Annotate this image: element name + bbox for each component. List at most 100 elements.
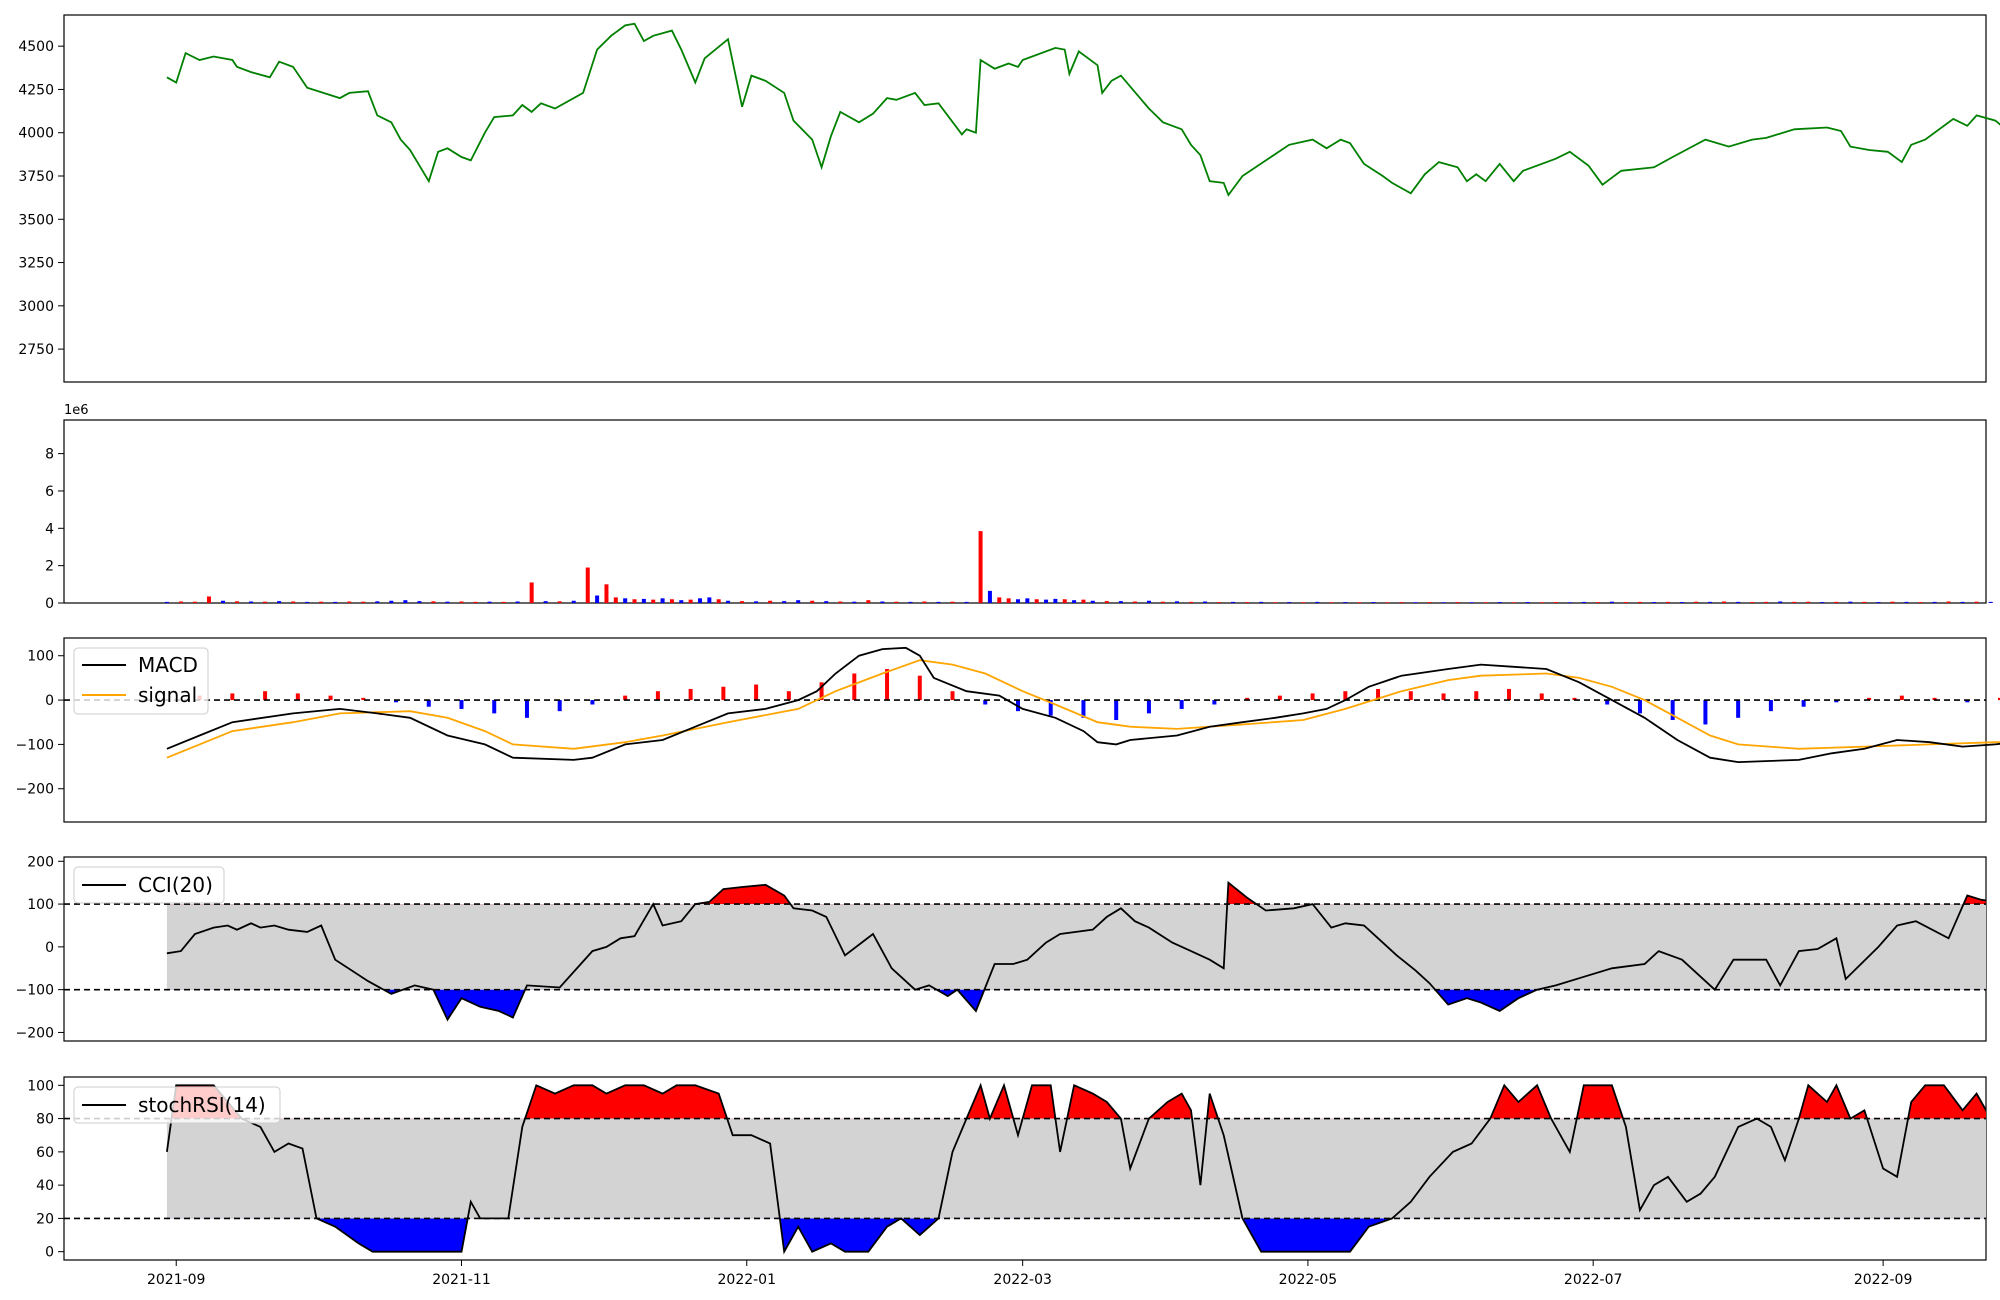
stochrsi-ytick-label: 60 [36,1145,54,1161]
volume-bar [1371,602,1376,603]
volume-bar [1072,600,1077,603]
volume-bar [1623,602,1628,603]
volume-bar [936,601,941,603]
volume-bar [866,600,871,603]
volume-bar [1483,602,1488,603]
price-ytick-label: 4000 [18,126,54,142]
volume-bar [595,595,600,603]
macd-histogram-bar [295,693,300,701]
cci-oversold-fill [383,989,1715,1020]
macd-histogram-bar [1572,697,1577,701]
macd-histogram-bar [1736,700,1741,718]
volume-bar [1918,602,1923,603]
macd-histogram-bar [492,700,497,714]
volume-bar [1118,601,1123,603]
volume-bar [501,601,506,603]
volume-bar [473,601,478,603]
volume-bar [1146,600,1151,603]
macd-histogram-bar [1277,695,1282,701]
price-ytick-label: 4250 [18,82,54,98]
volume-bar [1974,601,1979,603]
volume-bar [1595,602,1600,603]
volume-bar [824,601,829,603]
macd-histogram-bar [1114,700,1119,721]
macd-ytick-label: −100 [16,737,54,753]
volume-bar [375,601,380,603]
macd-histogram-bar [263,691,268,701]
volume-bar [431,601,436,603]
volume-bar [613,597,618,603]
x-tick-label: 2022-03 [993,1272,1052,1288]
volume-bar [1301,602,1306,603]
macd-histogram-bar [786,691,791,701]
volume-bar [660,598,665,603]
macd-histogram-bar [1932,697,1937,701]
volume-bar [1876,602,1881,603]
volume-bar [305,601,310,603]
volume-bar [688,599,693,603]
stochrsi-ytick-label: 80 [36,1112,54,1128]
macd-histogram-bar [1245,697,1250,701]
macd-histogram-bar [1310,693,1315,701]
macd-histogram-bar [1212,700,1217,705]
volume-bar [1174,601,1179,603]
x-tick-label: 2022-07 [1564,1272,1623,1288]
volume-bar [445,601,450,603]
cci-ytick-label: 0 [45,940,54,956]
volume-bar [1203,601,1208,603]
stochrsi-series-line [166,1082,1986,1255]
volume-bar [1708,601,1713,603]
volume-bar [697,598,702,603]
volume-bar [1497,602,1502,603]
volume-bar [1399,602,1404,603]
volume-bar [796,600,801,603]
volume-bar [1525,602,1530,603]
price-ytick-label: 3500 [18,212,54,228]
macd-panel: −200 −100 0 100 [16,637,2000,823]
volume-bar [1217,602,1222,603]
volume-bar [263,601,268,603]
x-tick-label: 2022-05 [1279,1272,1338,1288]
macd-histogram-bar [721,686,726,701]
volume-bar [1441,602,1446,603]
macd-histogram-bar [1670,700,1675,721]
volume-bar [1750,602,1755,603]
volume-bar [1081,599,1086,603]
volume-bar [1848,601,1853,603]
volume-bar [1778,601,1783,603]
volume-bar [1946,601,1951,603]
volume-bar [1053,598,1058,603]
volume-bar [1287,602,1292,603]
macd-histogram-bar [754,684,759,701]
volume-bar [950,601,955,603]
volume-bar [1862,601,1867,603]
volume-bar [1132,601,1137,603]
macd-histogram-bar [1605,700,1610,705]
volume-bar [571,600,576,603]
macd-histogram-bar [459,700,464,709]
cci-panel: −200 −100 0 100 200 [16,854,1987,1042]
price-ytick-label: 2750 [18,342,54,358]
macd-histogram-bar [1801,700,1806,707]
volume-bar [403,600,408,603]
cci-legend-label: CCI(20) [138,873,213,897]
volume-bar [1385,602,1390,603]
volume-bar [768,600,773,603]
volume-bar [1932,601,1937,603]
macd-histogram-bar [1048,700,1053,716]
macd-histogram-bar [1081,700,1086,718]
stochrsi-neutral-band [166,1118,1986,1219]
macd-histogram-bar [557,700,562,712]
volume-panel: 0 2 4 6 8 [45,419,1993,612]
volume-bar [908,601,913,603]
macd-histogram-bar [688,688,693,701]
volume-bar [1567,602,1572,603]
volume-bar [1792,601,1797,603]
volume-bar [1988,601,1993,603]
volume-ytick-label: 4 [45,521,54,537]
volume-bar [997,597,1002,603]
volume-bar [707,597,712,603]
x-tick-label: 2021-09 [147,1272,206,1288]
volume-bar [319,601,324,603]
